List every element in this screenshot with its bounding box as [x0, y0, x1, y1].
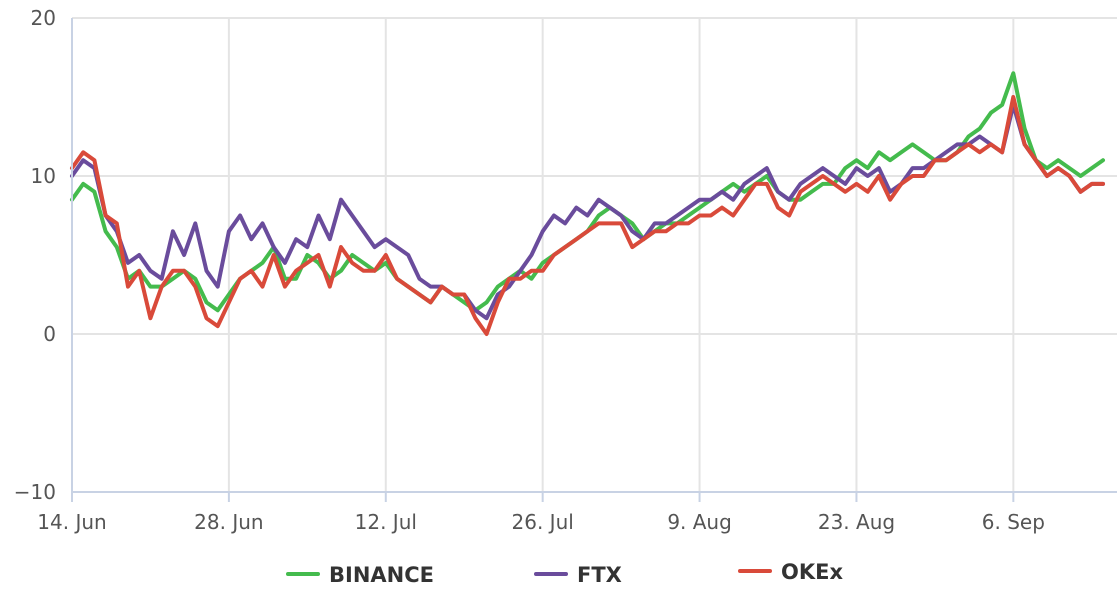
- y-tick-label: 20: [31, 6, 56, 30]
- y-tick-label: 10: [31, 164, 56, 188]
- x-tick-label: 6. Sep: [982, 510, 1045, 534]
- legend-label: OKEx: [781, 560, 843, 584]
- x-tick-label: 14. Jun: [37, 510, 106, 534]
- x-tick-label: 28. Jun: [194, 510, 263, 534]
- x-tick-label: 23. Aug: [818, 510, 895, 534]
- legend-item-ftx[interactable]: FTX: [534, 563, 622, 587]
- legend[interactable]: BINANCE FTX OKEx: [286, 560, 843, 587]
- legend-item-okex[interactable]: OKEx: [738, 560, 843, 584]
- series-line-okex[interactable]: [70, 95, 1105, 336]
- series-line-ftx[interactable]: [70, 102, 1105, 321]
- legend-label: FTX: [577, 563, 622, 587]
- grid-layer: [71, 17, 1117, 493]
- legend-label: BINANCE: [329, 563, 434, 587]
- axis-layer: 20 10 0 −10 14. Jun 28. Jun 12. Jul 26. Jul 9. A…: [14, 6, 1117, 534]
- x-tick-label: 9. Aug: [667, 510, 732, 534]
- series-line-binance[interactable]: [70, 71, 1105, 313]
- series-layer: [70, 71, 1105, 336]
- legend-item-binance[interactable]: BINANCE: [286, 563, 434, 587]
- x-tick-label: 12. Jul: [355, 510, 417, 534]
- x-tick-label: 26. Jul: [512, 510, 574, 534]
- y-tick-label: 0: [43, 322, 56, 346]
- y-tick-label: −10: [14, 480, 56, 504]
